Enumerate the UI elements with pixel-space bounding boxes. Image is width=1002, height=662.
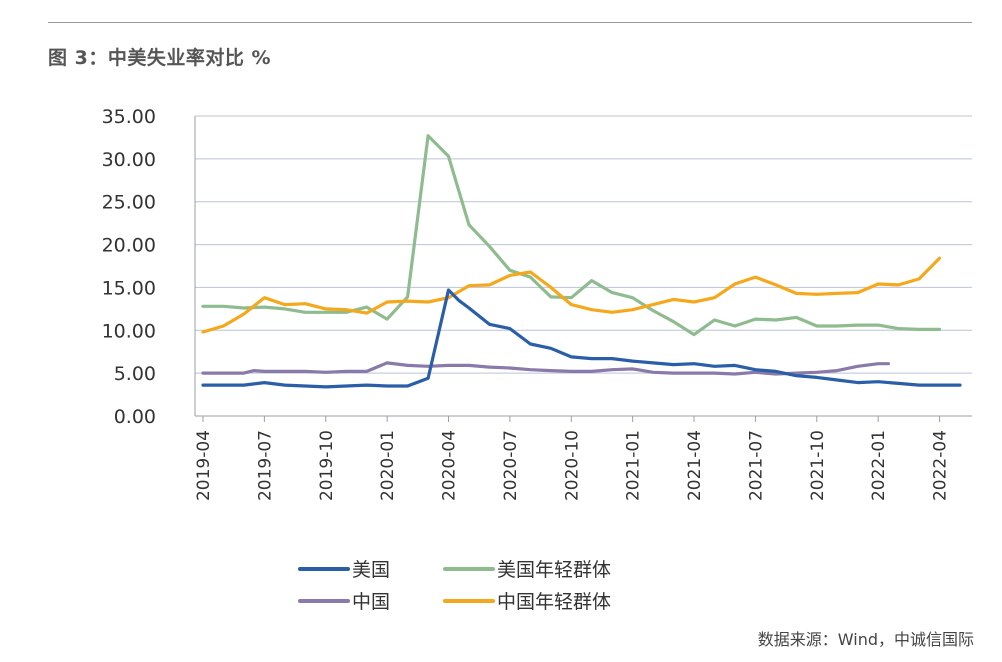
y-tick-label: 35.00 [102, 106, 156, 128]
y-tick-label: 15.00 [102, 277, 156, 299]
x-tick-label: 2022-04 [931, 430, 951, 501]
legend-label-us-youth: 美国年轻群体 [497, 559, 611, 581]
x-tick-label: 2019-04 [194, 430, 214, 501]
series-line-china [201, 361, 890, 376]
top-divider [48, 22, 972, 23]
y-tick-label: 30.00 [102, 149, 156, 171]
y-tick-label: 20.00 [102, 235, 156, 257]
x-tick-label: 2021-04 [685, 430, 705, 501]
x-tick-label: 2020-01 [378, 430, 398, 501]
y-tick-label: 5.00 [114, 363, 156, 385]
legend-label-us: 美国 [352, 559, 390, 581]
x-tick-label: 2020-07 [501, 430, 521, 501]
x-tick-label: 2021-07 [746, 430, 766, 501]
x-tick-label: 2019-10 [317, 430, 337, 501]
y-tick-label: 25.00 [102, 192, 156, 214]
x-tick-label: 2021-10 [808, 430, 828, 501]
x-tick-label: 2021-01 [624, 430, 644, 501]
x-tick-label: 2020-10 [562, 430, 582, 501]
legend-label-china-youth: 中国年轻群体 [497, 591, 611, 613]
figure-title: 图 3：中美失业率对比 % [48, 47, 271, 69]
x-tick-label: 2019-07 [255, 430, 275, 501]
series-line-us [201, 288, 962, 389]
x-tick-label: 2020-04 [440, 430, 460, 501]
source-note: 数据来源：Wind，中诚信国际 [757, 630, 974, 649]
y-tick-label: 0.00 [114, 406, 156, 428]
series-line-us-youth [201, 134, 942, 337]
x-tick-label: 2022-01 [869, 430, 889, 501]
legend-label-china: 中国 [352, 591, 390, 613]
series-line-china-youth [201, 256, 942, 334]
y-tick-label: 10.00 [102, 320, 156, 342]
